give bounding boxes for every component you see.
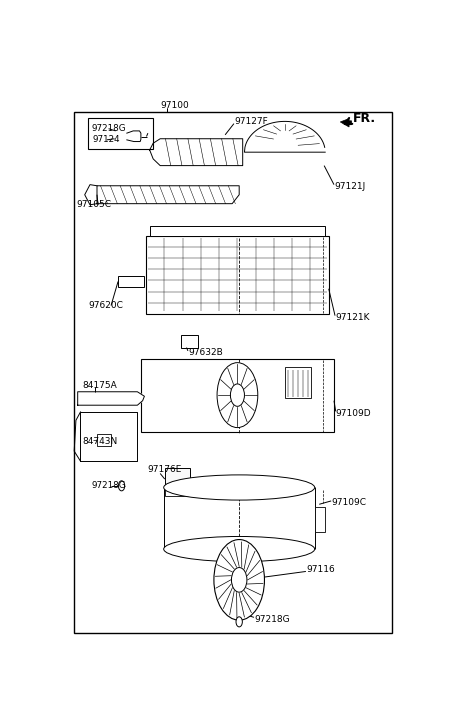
Bar	[141, 358, 334, 432]
Bar	[165, 468, 190, 490]
Ellipse shape	[164, 537, 315, 562]
Circle shape	[236, 616, 242, 627]
Bar	[165, 489, 190, 496]
Bar	[88, 118, 153, 149]
Text: 97109D: 97109D	[336, 409, 371, 417]
Circle shape	[217, 363, 258, 427]
Bar	[285, 367, 311, 398]
Circle shape	[231, 568, 247, 593]
Bar	[149, 225, 325, 236]
Text: FR.: FR.	[353, 111, 376, 124]
Circle shape	[214, 539, 265, 620]
Bar	[97, 434, 111, 446]
Text: 84175A: 84175A	[82, 380, 117, 390]
Polygon shape	[245, 121, 325, 152]
Bar	[315, 507, 325, 532]
Ellipse shape	[164, 475, 315, 500]
Text: 97121J: 97121J	[334, 182, 365, 190]
Text: 97127F: 97127F	[234, 118, 268, 126]
Text: 97218G: 97218G	[254, 615, 289, 624]
Polygon shape	[340, 119, 352, 127]
Polygon shape	[81, 412, 137, 461]
Text: 97100: 97100	[160, 101, 189, 111]
Text: 97105C: 97105C	[76, 201, 111, 209]
Polygon shape	[97, 186, 239, 204]
Text: 97124: 97124	[93, 135, 120, 145]
Bar	[118, 276, 145, 286]
Text: 97218G: 97218G	[91, 124, 125, 133]
Text: 97109C: 97109C	[331, 498, 366, 507]
Bar	[181, 335, 198, 348]
Circle shape	[118, 481, 125, 491]
Text: 97620C: 97620C	[88, 301, 123, 310]
Polygon shape	[78, 392, 145, 405]
Text: 97121K: 97121K	[335, 313, 370, 322]
Text: 84743N: 84743N	[82, 436, 117, 446]
Circle shape	[231, 384, 245, 406]
Text: 97218G: 97218G	[91, 481, 125, 490]
Text: 97116: 97116	[306, 566, 335, 574]
Text: 97632B: 97632B	[188, 348, 223, 357]
Text: 97176E: 97176E	[147, 465, 182, 473]
Bar	[146, 236, 329, 314]
